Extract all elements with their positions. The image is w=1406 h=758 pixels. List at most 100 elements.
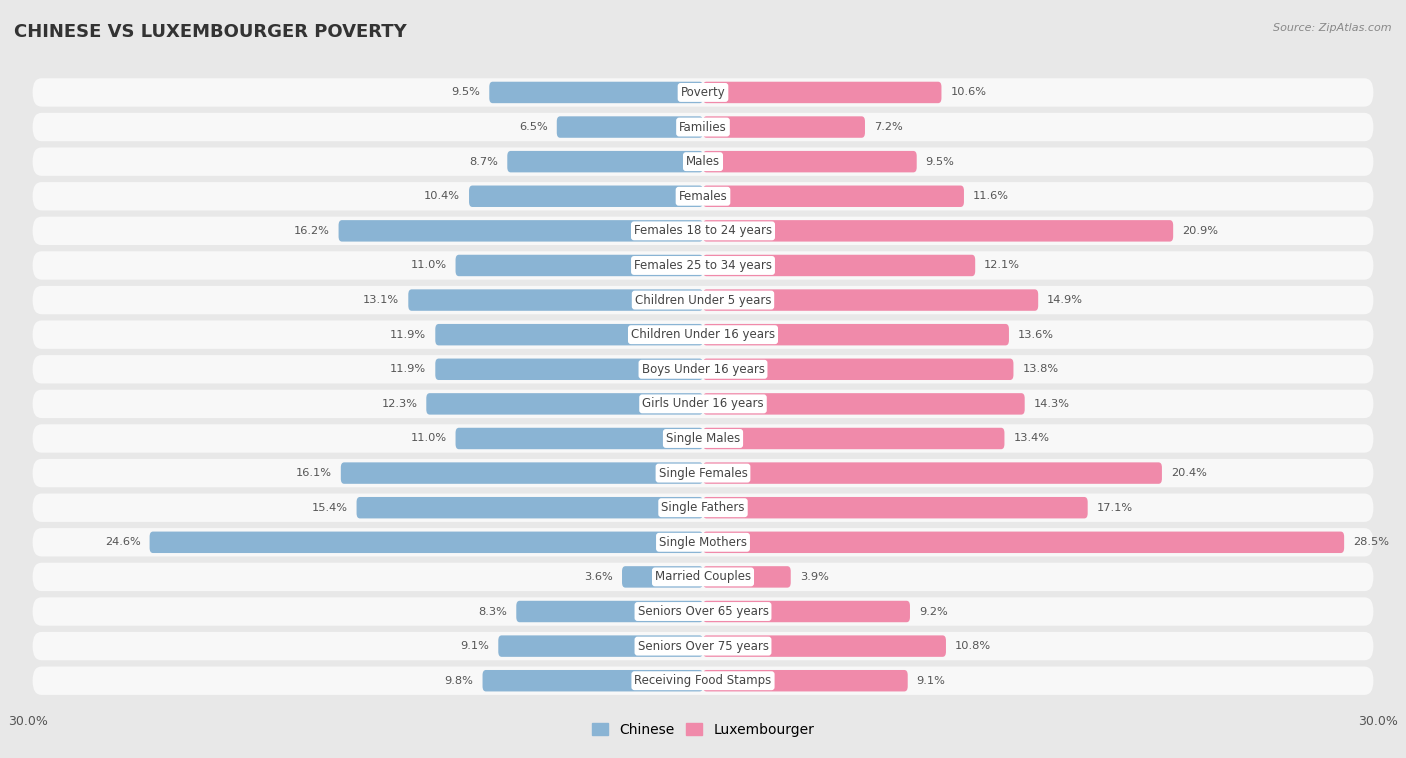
Text: Poverty: Poverty: [681, 86, 725, 99]
Text: Children Under 16 years: Children Under 16 years: [631, 328, 775, 341]
Text: 9.5%: 9.5%: [925, 157, 955, 167]
FancyBboxPatch shape: [621, 566, 703, 587]
FancyBboxPatch shape: [32, 113, 1374, 141]
Text: Families: Families: [679, 121, 727, 133]
FancyBboxPatch shape: [32, 252, 1374, 280]
Text: Single Fathers: Single Fathers: [661, 501, 745, 514]
Text: 9.5%: 9.5%: [451, 87, 481, 98]
Text: 3.6%: 3.6%: [585, 572, 613, 582]
Text: 16.1%: 16.1%: [295, 468, 332, 478]
FancyBboxPatch shape: [703, 82, 942, 103]
FancyBboxPatch shape: [703, 462, 1161, 484]
Text: 10.8%: 10.8%: [955, 641, 991, 651]
Text: CHINESE VS LUXEMBOURGER POVERTY: CHINESE VS LUXEMBOURGER POVERTY: [14, 23, 406, 41]
FancyBboxPatch shape: [703, 255, 976, 276]
FancyBboxPatch shape: [703, 186, 965, 207]
FancyBboxPatch shape: [703, 635, 946, 657]
FancyBboxPatch shape: [703, 670, 908, 691]
FancyBboxPatch shape: [32, 632, 1374, 660]
FancyBboxPatch shape: [32, 182, 1374, 211]
FancyBboxPatch shape: [32, 148, 1374, 176]
Text: 28.5%: 28.5%: [1353, 537, 1389, 547]
Text: 14.9%: 14.9%: [1047, 295, 1083, 305]
FancyBboxPatch shape: [508, 151, 703, 172]
FancyBboxPatch shape: [32, 424, 1374, 453]
Text: Girls Under 16 years: Girls Under 16 years: [643, 397, 763, 410]
FancyBboxPatch shape: [408, 290, 703, 311]
Text: Single Males: Single Males: [666, 432, 740, 445]
FancyBboxPatch shape: [703, 428, 1004, 449]
FancyBboxPatch shape: [32, 217, 1374, 245]
Text: 17.1%: 17.1%: [1097, 503, 1133, 512]
FancyBboxPatch shape: [32, 321, 1374, 349]
Text: 9.1%: 9.1%: [460, 641, 489, 651]
Text: Single Mothers: Single Mothers: [659, 536, 747, 549]
Text: 11.9%: 11.9%: [391, 365, 426, 374]
FancyBboxPatch shape: [703, 497, 1088, 518]
FancyBboxPatch shape: [498, 635, 703, 657]
Text: 20.4%: 20.4%: [1171, 468, 1206, 478]
FancyBboxPatch shape: [32, 355, 1374, 384]
FancyBboxPatch shape: [32, 493, 1374, 522]
Text: 24.6%: 24.6%: [105, 537, 141, 547]
Text: Females 18 to 24 years: Females 18 to 24 years: [634, 224, 772, 237]
FancyBboxPatch shape: [357, 497, 703, 518]
Text: Females: Females: [679, 190, 727, 202]
Text: 6.5%: 6.5%: [519, 122, 548, 132]
Text: 12.3%: 12.3%: [381, 399, 418, 409]
Text: 13.1%: 13.1%: [363, 295, 399, 305]
FancyBboxPatch shape: [436, 324, 703, 346]
FancyBboxPatch shape: [32, 597, 1374, 625]
Text: Source: ZipAtlas.com: Source: ZipAtlas.com: [1274, 23, 1392, 33]
FancyBboxPatch shape: [703, 324, 1010, 346]
FancyBboxPatch shape: [516, 601, 703, 622]
Text: Married Couples: Married Couples: [655, 571, 751, 584]
FancyBboxPatch shape: [340, 462, 703, 484]
Text: 9.2%: 9.2%: [920, 606, 948, 616]
Text: 3.9%: 3.9%: [800, 572, 828, 582]
Text: 15.4%: 15.4%: [312, 503, 347, 512]
Text: 10.4%: 10.4%: [425, 191, 460, 202]
FancyBboxPatch shape: [703, 601, 910, 622]
Text: Single Females: Single Females: [658, 467, 748, 480]
FancyBboxPatch shape: [456, 428, 703, 449]
Text: Males: Males: [686, 155, 720, 168]
Text: 9.1%: 9.1%: [917, 675, 946, 686]
FancyBboxPatch shape: [32, 78, 1374, 107]
FancyBboxPatch shape: [703, 151, 917, 172]
Text: 16.2%: 16.2%: [294, 226, 329, 236]
FancyBboxPatch shape: [149, 531, 703, 553]
FancyBboxPatch shape: [436, 359, 703, 380]
FancyBboxPatch shape: [456, 255, 703, 276]
FancyBboxPatch shape: [703, 290, 1038, 311]
FancyBboxPatch shape: [703, 116, 865, 138]
Text: 11.0%: 11.0%: [411, 434, 447, 443]
Text: 11.9%: 11.9%: [391, 330, 426, 340]
FancyBboxPatch shape: [489, 82, 703, 103]
Text: 13.4%: 13.4%: [1014, 434, 1049, 443]
Text: Receiving Food Stamps: Receiving Food Stamps: [634, 674, 772, 688]
FancyBboxPatch shape: [32, 390, 1374, 418]
FancyBboxPatch shape: [32, 562, 1374, 591]
Text: 9.8%: 9.8%: [444, 675, 474, 686]
Text: Seniors Over 65 years: Seniors Over 65 years: [637, 605, 769, 618]
FancyBboxPatch shape: [470, 186, 703, 207]
Text: Children Under 5 years: Children Under 5 years: [634, 293, 772, 306]
Text: 8.7%: 8.7%: [470, 157, 498, 167]
FancyBboxPatch shape: [557, 116, 703, 138]
FancyBboxPatch shape: [339, 220, 703, 242]
FancyBboxPatch shape: [426, 393, 703, 415]
Text: Boys Under 16 years: Boys Under 16 years: [641, 363, 765, 376]
Text: 11.6%: 11.6%: [973, 191, 1010, 202]
FancyBboxPatch shape: [32, 459, 1374, 487]
FancyBboxPatch shape: [32, 666, 1374, 695]
Text: 8.3%: 8.3%: [478, 606, 508, 616]
Text: 12.1%: 12.1%: [984, 261, 1021, 271]
FancyBboxPatch shape: [703, 566, 790, 587]
FancyBboxPatch shape: [703, 220, 1173, 242]
FancyBboxPatch shape: [32, 286, 1374, 315]
Text: 7.2%: 7.2%: [875, 122, 903, 132]
Text: Seniors Over 75 years: Seniors Over 75 years: [637, 640, 769, 653]
FancyBboxPatch shape: [703, 393, 1025, 415]
FancyBboxPatch shape: [482, 670, 703, 691]
